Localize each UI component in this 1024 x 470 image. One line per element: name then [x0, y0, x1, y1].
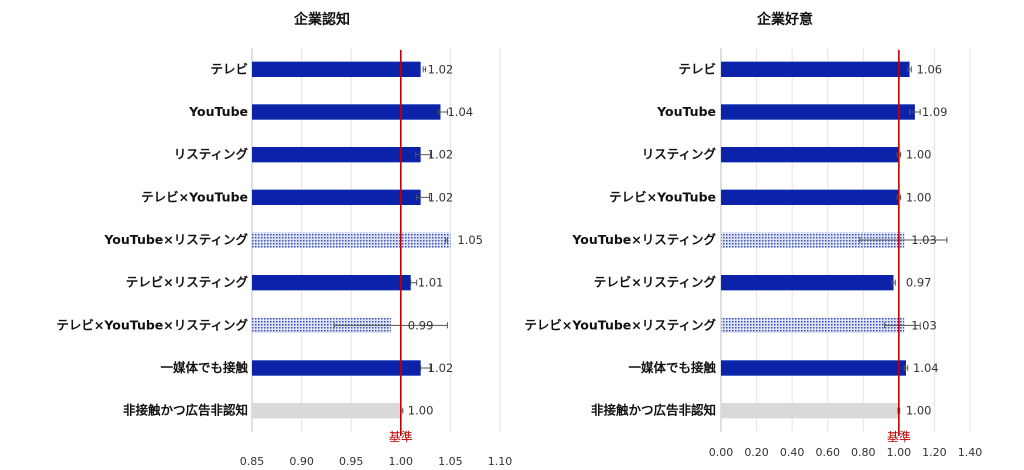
data-label: 1.03 — [911, 233, 937, 247]
error-bar — [416, 194, 431, 201]
bar — [721, 189, 899, 206]
error-bar — [333, 322, 448, 329]
bar — [252, 360, 421, 376]
category-label: テレビ×YouTube×リスティング — [524, 317, 716, 332]
data-label: 1.00 — [906, 190, 932, 204]
error-bar — [891, 279, 896, 286]
chart-panel-awareness: 企業認知 0.85 0.90 0.95 1.00 1.05 1.10 テレビ 1.02 YouT… — [56, 11, 512, 468]
category-label: リスティング — [642, 147, 717, 162]
x-tick-label: 1.00 — [389, 455, 414, 468]
bar — [721, 146, 899, 163]
bar — [252, 402, 401, 419]
error-bar — [909, 109, 921, 115]
x-tick-label: 1.40 — [958, 446, 983, 459]
data-label: 1.02 — [428, 62, 454, 76]
data-label: 0.99 — [408, 318, 434, 332]
category-label: テレビ×リスティング — [126, 275, 249, 290]
bar — [252, 189, 421, 206]
bar — [721, 360, 906, 376]
error-bar — [444, 237, 448, 243]
bar — [252, 104, 441, 120]
data-label: 1.05 — [457, 233, 483, 247]
data-label: 0.97 — [906, 276, 932, 290]
category-label: YouTube×リスティング — [103, 232, 248, 247]
bar — [252, 232, 451, 248]
error-bar — [907, 66, 912, 73]
data-label: 1.01 — [418, 276, 444, 290]
bar — [252, 146, 421, 163]
data-label: 1.02 — [428, 361, 454, 375]
bar — [252, 61, 421, 78]
bar — [252, 274, 411, 291]
x-tick-label: 1.10 — [488, 455, 513, 468]
x-tick-label: 1.20 — [922, 446, 947, 459]
category-label: 一媒体でも接触 — [628, 360, 716, 375]
x-tick-label: 0.60 — [815, 446, 840, 459]
x-tick-label: 1.00 — [887, 446, 912, 459]
category-label: 一媒体でも接触 — [160, 360, 248, 375]
x-tick-label: 0.80 — [851, 446, 876, 459]
category-label: テレビ — [210, 61, 248, 76]
category-label: テレビ×YouTube×リスティング — [56, 317, 248, 332]
data-label: 1.02 — [428, 190, 454, 204]
category-label: テレビ — [678, 61, 716, 76]
reference-label: 基準 — [389, 429, 413, 444]
chart-title: 企業好意 — [756, 11, 813, 28]
x-tick-label: 0.90 — [289, 455, 314, 468]
data-label: 1.00 — [906, 148, 932, 162]
error-bar — [859, 237, 948, 243]
bar — [721, 232, 905, 248]
bar — [721, 402, 899, 419]
x-tick-label: 0.40 — [780, 446, 805, 459]
error-bar — [420, 365, 432, 371]
category-label: YouTube — [656, 104, 716, 119]
x-tick-label: 0.85 — [240, 455, 265, 468]
chart-panel-favorability: 企業好意 0.00 0.20 0.40 0.60 0.80 1.00 1.20 1.40 テレビ… — [524, 11, 982, 459]
data-label: 1.04 — [913, 361, 939, 375]
x-tick-label: 1.05 — [438, 455, 463, 468]
data-label: 1.02 — [428, 148, 454, 162]
category-label: テレビ×YouTube — [609, 189, 716, 204]
data-label: 1.04 — [447, 105, 473, 119]
data-label: 1.06 — [917, 62, 943, 76]
chart-title: 企業認知 — [293, 11, 350, 28]
bar — [721, 61, 910, 78]
category-label: YouTube — [188, 104, 248, 119]
category-label: テレビ×YouTube — [141, 189, 248, 204]
error-bar — [884, 322, 921, 329]
x-tick-label: 0.20 — [744, 446, 769, 459]
category-label: 非接触かつ広告非認知 — [591, 403, 716, 418]
data-label: 1.00 — [906, 404, 932, 418]
category-label: 非接触かつ広告非認知 — [123, 403, 248, 418]
bar — [252, 317, 391, 334]
data-label: 1.00 — [408, 404, 434, 418]
data-label: 1.03 — [911, 318, 937, 332]
reference-label: 基準 — [887, 429, 911, 444]
error-bar — [437, 109, 448, 115]
bar — [721, 274, 894, 291]
bar — [721, 104, 915, 120]
error-bar — [415, 151, 432, 158]
x-tick-label: 0.95 — [339, 455, 364, 468]
category-label: テレビ×リスティング — [594, 275, 717, 290]
error-bar — [410, 279, 418, 286]
x-tick-label: 0.00 — [709, 446, 734, 459]
category-label: リスティング — [174, 147, 249, 162]
error-bar — [903, 365, 909, 371]
data-label: 1.09 — [922, 105, 948, 119]
bar — [721, 317, 905, 334]
category-label: YouTube×リスティング — [571, 232, 716, 247]
error-bar — [422, 66, 427, 73]
